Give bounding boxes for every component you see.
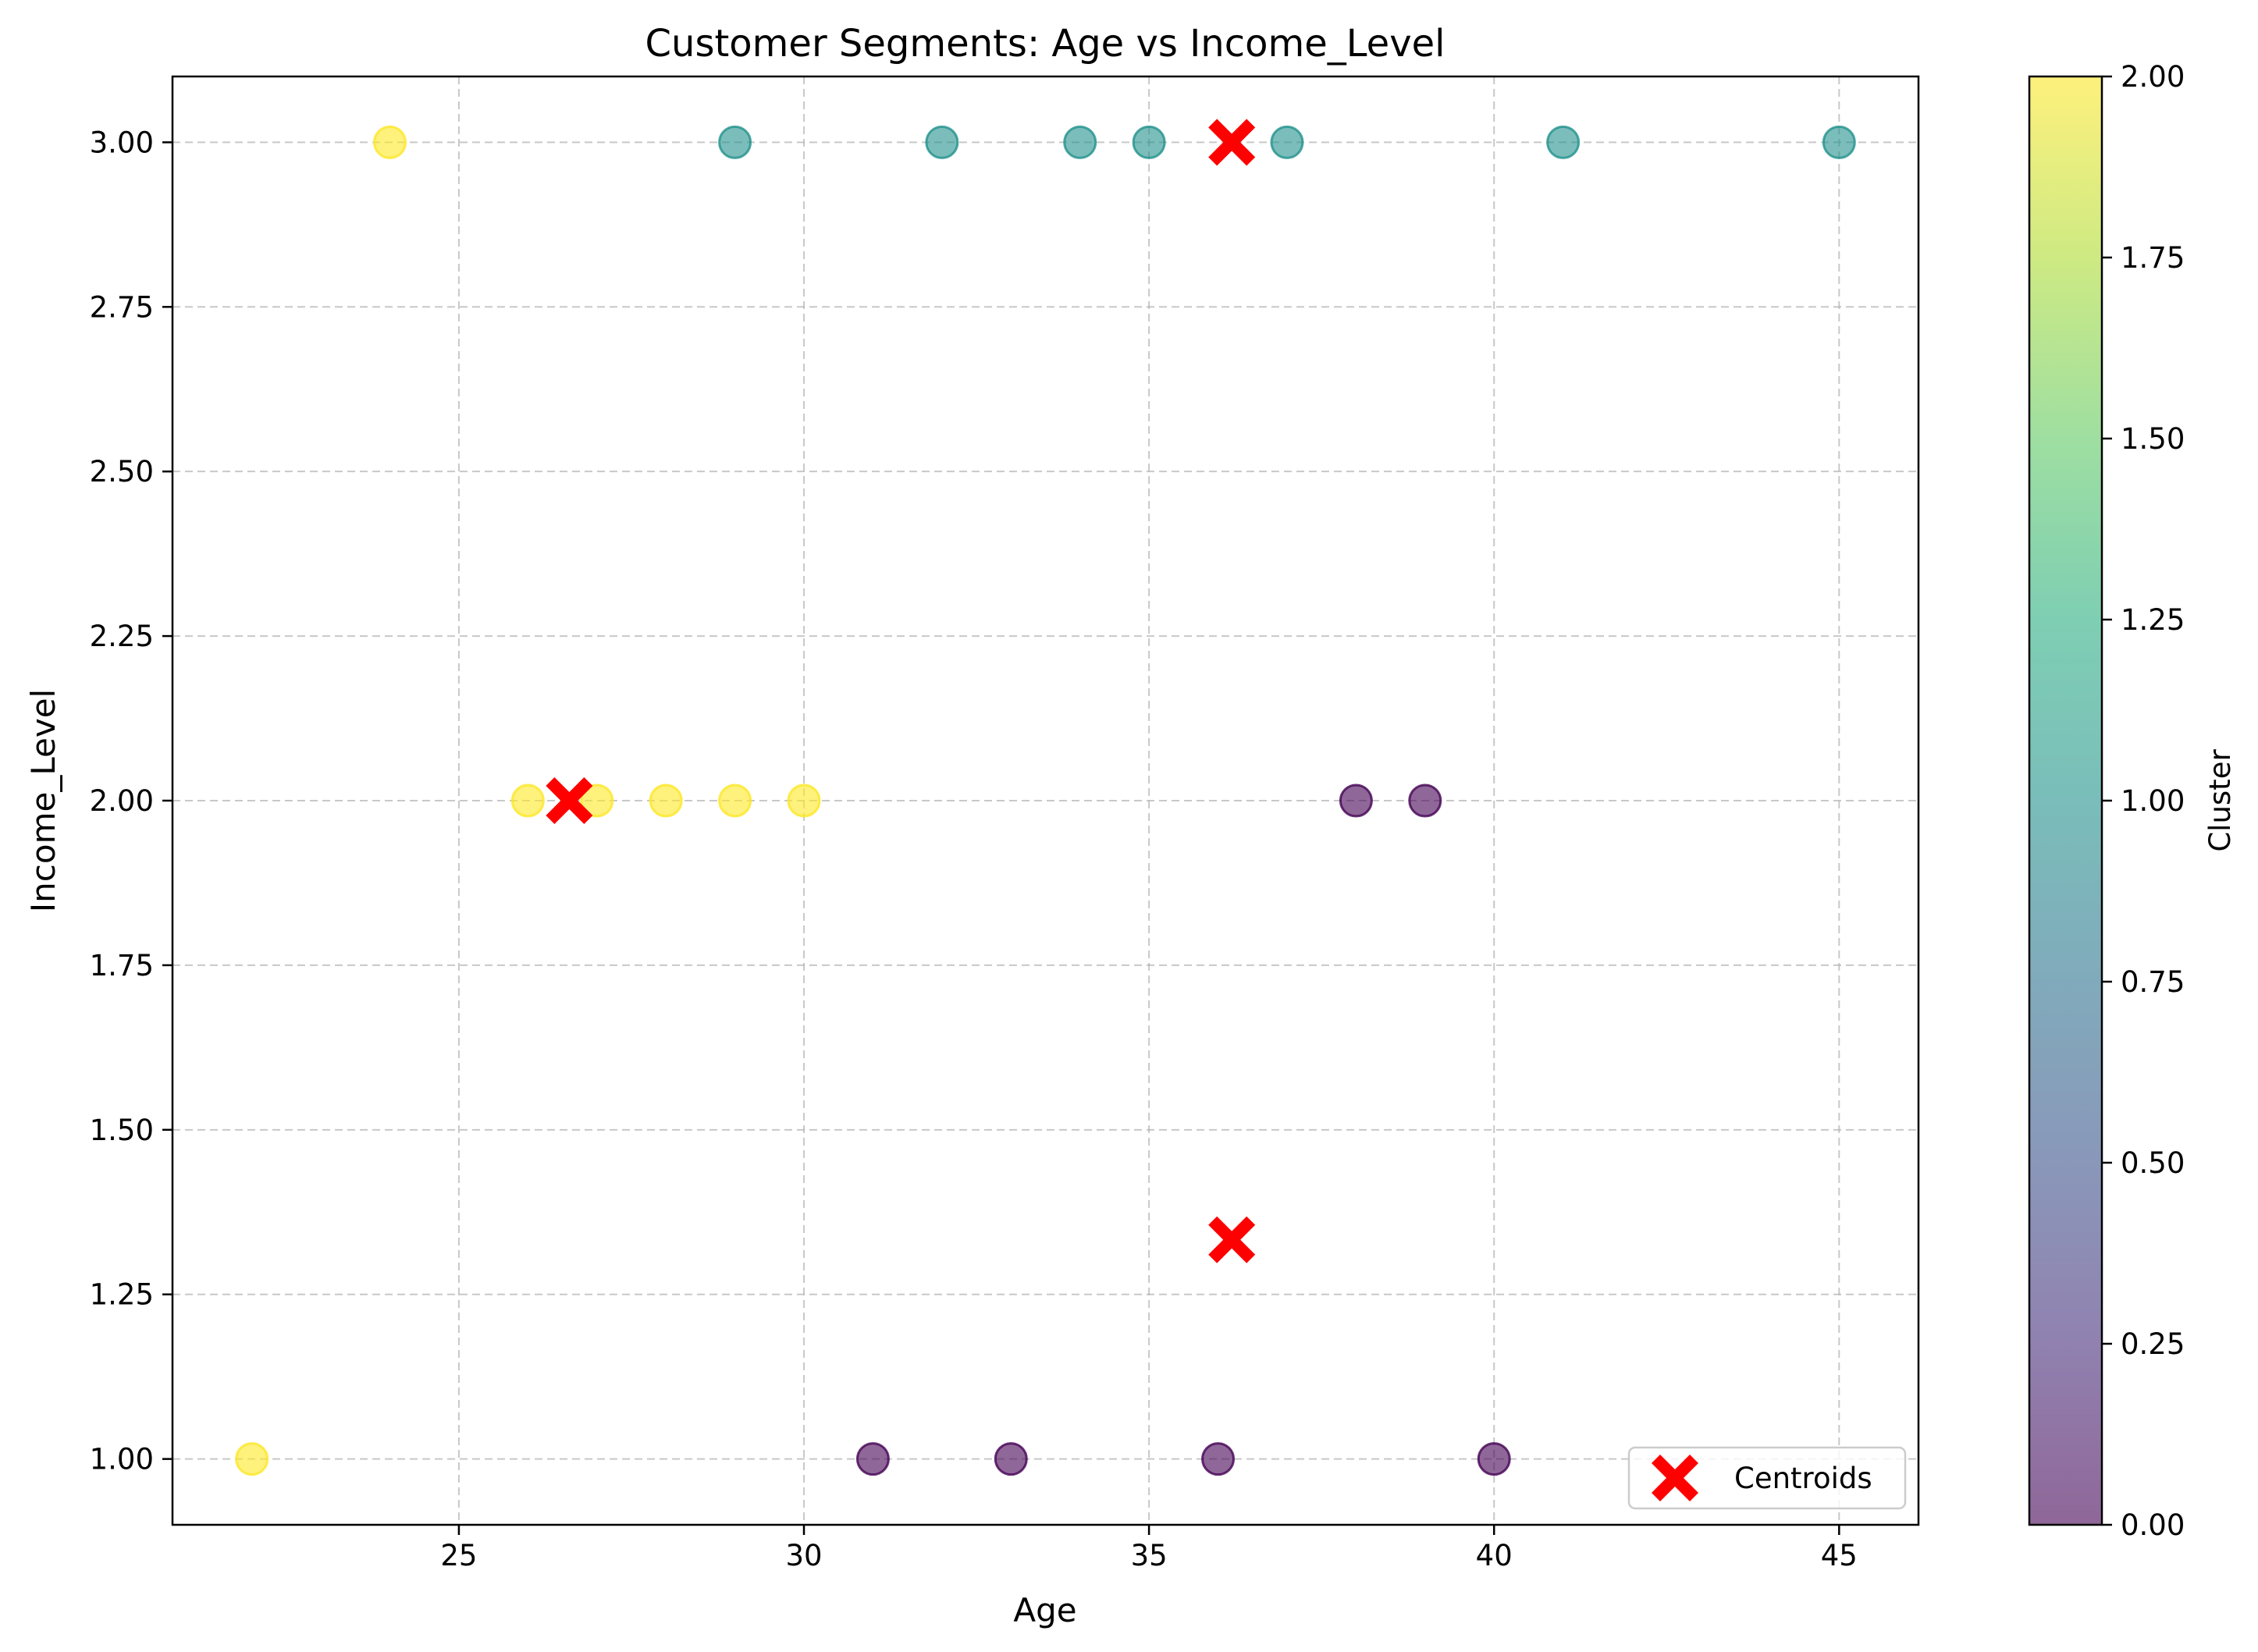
legend: Centroids — [1627, 1446, 1907, 1510]
data-point-cluster-0 — [1201, 1442, 1236, 1476]
data-point-cluster-1 — [1546, 125, 1581, 159]
legend-label-centroids: Centroids — [1734, 1462, 1872, 1495]
data-point-cluster-2 — [235, 1442, 269, 1476]
colorbar-tick-label: 0.00 — [2121, 1508, 2185, 1542]
data-point-cluster-0 — [1477, 1442, 1511, 1476]
y-axis: 1.00 1.25 1.50 1.75 2.00 2.25 2.50 2.75 3.00 — [90, 126, 172, 1476]
data-point-cluster-2 — [649, 783, 683, 818]
x-tick-label: 25 — [440, 1539, 477, 1572]
x-tick-label: 40 — [1476, 1539, 1513, 1572]
centroid-marker — [1208, 1216, 1256, 1263]
data-point-cluster-2 — [787, 783, 821, 818]
colorbar-ticks: 0.00 0.25 0.50 0.75 1.00 1.25 1.50 1.75 2.00 — [2102, 60, 2185, 1542]
x-axis: 25 30 35 40 45 — [440, 1525, 1858, 1572]
data-point-cluster-1 — [1132, 125, 1166, 159]
colorbar-tick-label: 1.50 — [2121, 422, 2185, 456]
chart-title: Customer Segments: Age vs Income_Level — [645, 22, 1445, 66]
data-point-cluster-0 — [994, 1442, 1028, 1476]
x-tick-label: 35 — [1131, 1539, 1168, 1572]
colorbar-tick-label: 0.50 — [2121, 1146, 2185, 1180]
data-point-cluster-2 — [373, 125, 407, 159]
legend-centroid-marker — [1652, 1455, 1698, 1501]
y-tick-label: 1.00 — [90, 1443, 154, 1476]
data-point-cluster-0 — [1408, 783, 1442, 818]
y-axis-label: Income_Level — [24, 689, 62, 912]
data-point-cluster-1 — [925, 125, 959, 159]
y-tick-label: 1.25 — [90, 1278, 154, 1312]
data-point-cluster-2 — [510, 783, 545, 818]
data-points — [235, 125, 1856, 1476]
y-tick-label: 2.00 — [90, 784, 154, 818]
x-axis-label: Age — [1013, 1591, 1076, 1629]
y-tick-label: 3.00 — [90, 126, 154, 159]
data-point-cluster-1 — [1270, 125, 1304, 159]
y-tick-label: 2.75 — [90, 290, 154, 324]
data-point-cluster-2 — [718, 783, 752, 818]
colorbar-label: Cluster — [2203, 749, 2237, 852]
colorbar-tick-label: 0.25 — [2121, 1327, 2185, 1361]
y-tick-label: 2.25 — [90, 620, 154, 653]
x-tick-label: 30 — [785, 1539, 822, 1572]
data-point-cluster-1 — [1822, 125, 1856, 159]
data-point-cluster-0 — [855, 1442, 890, 1476]
colorbar-tick-label: 1.75 — [2121, 241, 2185, 275]
grid-lines — [172, 76, 1918, 1525]
x-tick-label: 45 — [1821, 1539, 1858, 1572]
data-point-cluster-2 — [580, 783, 614, 818]
y-tick-label: 2.50 — [90, 455, 154, 488]
data-point-cluster-0 — [1339, 783, 1373, 818]
colorbar-gradient — [2029, 76, 2102, 1525]
data-point-cluster-1 — [718, 125, 752, 159]
centroid-marker — [546, 777, 593, 824]
colorbar-tick-label: 0.75 — [2121, 965, 2185, 999]
colorbar-tick-label: 1.25 — [2121, 603, 2185, 637]
colorbar: 0.00 0.25 0.50 0.75 1.00 1.25 1.50 1.75 2.00 Clu… — [2028, 60, 2237, 1542]
centroid-marker — [1208, 119, 1256, 166]
colorbar-tick-label: 1.00 — [2121, 784, 2185, 818]
y-tick-label: 1.75 — [90, 949, 154, 982]
y-tick-label: 1.50 — [90, 1114, 154, 1147]
centroid-markers — [546, 119, 1256, 1263]
colorbar-tick-label: 2.00 — [2121, 60, 2185, 94]
data-point-cluster-1 — [1063, 125, 1097, 159]
